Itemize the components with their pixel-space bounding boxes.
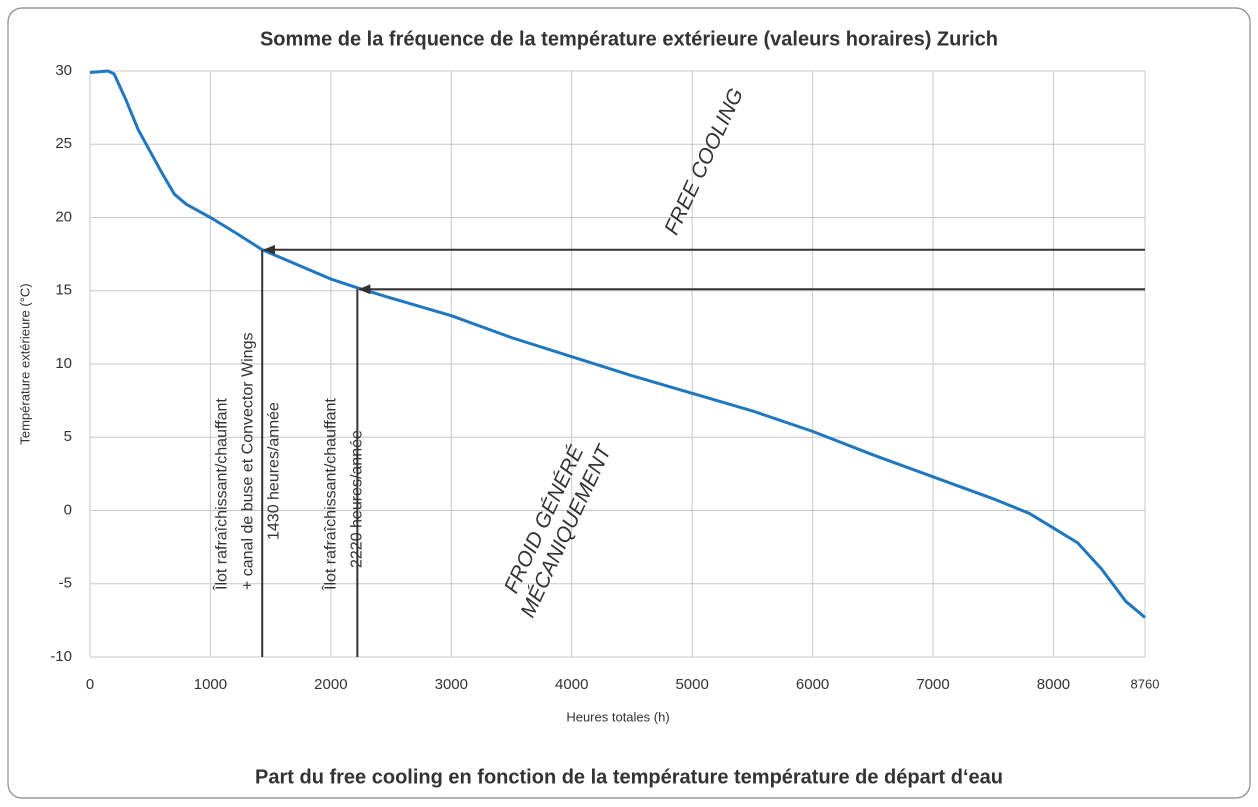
- x-tick-label: 7000: [916, 676, 949, 693]
- y-tick-label: 15: [55, 282, 72, 299]
- x-tick-label: 0: [86, 676, 94, 693]
- x-tick-label: 5000: [675, 676, 708, 693]
- y-tick-label: 10: [55, 355, 72, 372]
- y-tick-label: 20: [55, 208, 72, 225]
- chart-footer: Part du free cooling en fonction de la t…: [255, 766, 1003, 788]
- y-tick-label: 30: [55, 62, 72, 79]
- y-tick-label: 5: [64, 428, 72, 445]
- data-line: [89, 69, 1146, 619]
- y-tick-label: 0: [64, 501, 72, 518]
- threshold-label: Îlot rafraîchissant/chauffant: [321, 398, 340, 591]
- y-axis-label: Température extérieure (°C): [17, 283, 32, 444]
- y-tick-label: 25: [55, 135, 72, 152]
- x-tick-label: 8760: [1131, 676, 1160, 691]
- x-tick-label: 8000: [1037, 676, 1070, 693]
- x-axis-label: Heures totales (h): [566, 709, 669, 724]
- x-tick-label: 1000: [194, 676, 227, 693]
- threshold-label: 1430 heures/année: [265, 402, 282, 540]
- threshold-label: Îlot rafraîchissant/chauffant: [211, 398, 230, 591]
- x-tick-label: 4000: [555, 676, 588, 693]
- y-tick-label: -10: [50, 648, 72, 665]
- threshold-label: 2220 heures/année: [349, 430, 366, 568]
- frame: [7, 7, 1251, 799]
- chart-title: Somme de la fréquence de la température …: [260, 28, 998, 50]
- x-tick-label: 2000: [314, 676, 347, 693]
- y-tick-label: -5: [59, 575, 72, 592]
- threshold-label: + canal de buse et Convector Wings: [239, 333, 256, 590]
- x-tick-label: 3000: [435, 676, 468, 693]
- x-tick-label: 6000: [796, 676, 829, 693]
